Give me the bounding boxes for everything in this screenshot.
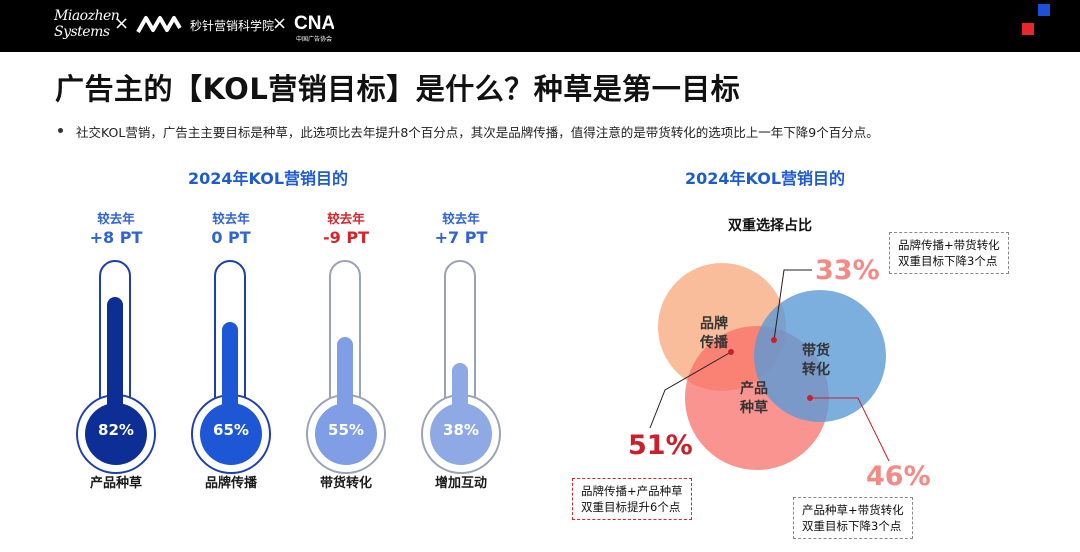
blue-square-decoration	[1038, 4, 1050, 16]
page-title: 广告主的【KOL营销目标】是什么？种草是第一目标	[55, 72, 741, 106]
change-value: -9 PT	[323, 228, 369, 247]
thermometer-fill	[107, 297, 123, 420]
thermometer-label: 产品种草	[89, 476, 142, 491]
change-caption: 较去年	[327, 211, 365, 226]
thermometer: 较去年 -9 PT 55% 带货转化	[296, 208, 396, 491]
change-value: 0 PT	[211, 228, 251, 247]
thermometer: 较去年 +8 PT 82% 产品种草	[66, 208, 166, 491]
thermometer-bulb-fill	[315, 403, 377, 465]
note-box-brand-seeding: 品牌传播+产品种草 双重目标提升6个点	[572, 478, 692, 520]
header-bar: Miaozhen Systems × 秒针营销科学院 × CNA 中国广告协会	[0, 0, 1080, 52]
separator-x-2: ×	[272, 13, 288, 34]
bullet-text: 社交KOL营销，广告主主要目标是种草，此选项比去年提升8个百分点，其次是品牌传播…	[76, 125, 879, 140]
thermometer-bulb-fill	[85, 403, 147, 465]
bullet-dot	[58, 128, 63, 133]
cna-logo-icon: CNA	[294, 13, 334, 33]
cna-logo-text: 中国广告协会	[296, 36, 333, 43]
note-box-brand-conversion: 品牌传播+带货转化 双重目标下降3个点	[889, 232, 1009, 274]
thermometer: 较去年 +7 PT 38% 增加互动	[411, 208, 511, 491]
mm-logo-icon	[136, 16, 182, 33]
change-caption: 较去年	[442, 211, 480, 226]
venn-label-seeding: 产品 种草	[740, 381, 768, 416]
thermometer-value: 38%	[443, 421, 479, 439]
left-chart-title: 2024年KOL营销目的	[188, 169, 349, 188]
thermometer-value: 65%	[213, 421, 249, 439]
leader-line-51	[649, 351, 732, 429]
red-square-decoration	[1022, 23, 1034, 35]
thermometer: 较去年 0 PT 65% 品牌传播	[181, 208, 281, 491]
leader-line-33	[773, 269, 812, 341]
venn-subtitle: 双重选择占比	[728, 218, 812, 234]
leader-dot-33	[771, 337, 777, 343]
leader-dot-51	[728, 349, 734, 355]
overlap-pct-46: 46%	[866, 461, 931, 492]
leader-line-46	[810, 397, 890, 462]
thermometer-fill	[222, 322, 238, 420]
thermometer-value: 55%	[328, 421, 364, 439]
change-value: +8 PT	[89, 228, 143, 247]
thermometer-label: 品牌传播	[204, 476, 257, 491]
overlap-pct-33: 33%	[815, 255, 880, 286]
thermometer-label: 增加互动	[434, 476, 487, 491]
leader-dot-46	[807, 395, 813, 401]
venn-label-conversion: 带货 转化	[802, 343, 830, 378]
mm-logo-text: 秒针营销科学院	[190, 19, 275, 33]
overlap-pct-51: 51%	[628, 430, 693, 461]
venn-label-brand: 品牌 传播	[700, 316, 728, 351]
venn-circle-conversion	[754, 290, 886, 422]
change-caption: 较去年	[212, 211, 250, 226]
note-box-seeding-conversion: 产品种草+带货转化 双重目标下降3个点	[793, 497, 913, 539]
thermometer-label: 带货转化	[319, 476, 372, 491]
thermometer-bulb-fill	[430, 403, 492, 465]
thermometer-bulb-fill	[200, 403, 262, 465]
right-chart-title: 2024年KOL营销目的	[685, 169, 846, 188]
thermometer-fill	[337, 337, 353, 420]
change-caption: 较去年	[97, 211, 135, 226]
change-value: +7 PT	[434, 228, 488, 247]
thermometer-value: 82%	[98, 421, 134, 439]
svg-text:CNA: CNA	[294, 13, 334, 33]
miaozhen-logo: Miaozhen Systems	[54, 8, 120, 40]
separator-x: ×	[114, 13, 130, 34]
